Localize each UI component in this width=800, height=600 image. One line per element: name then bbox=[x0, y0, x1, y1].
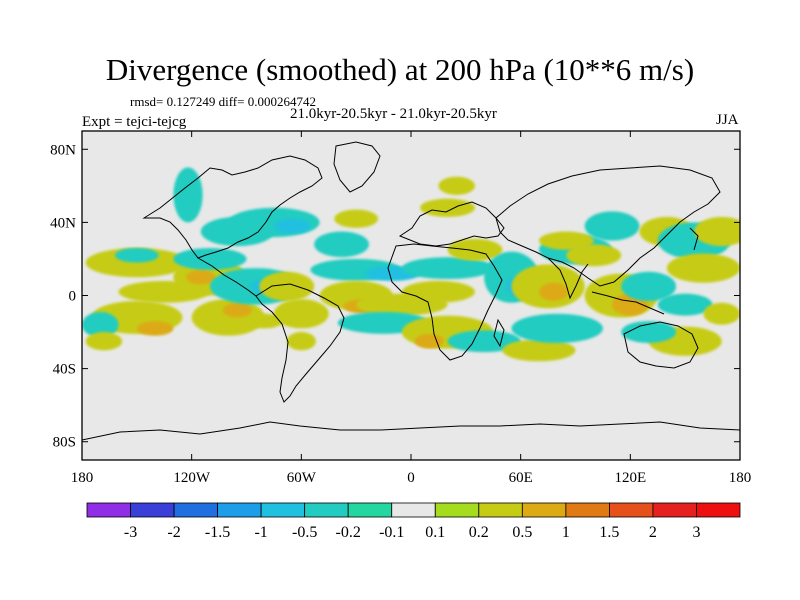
colorbar-swatch bbox=[304, 502, 349, 518]
colorbar-tick-label: -0.5 bbox=[292, 524, 317, 541]
colorbar-tick-label: -1 bbox=[254, 524, 267, 541]
anomaly-33 bbox=[502, 339, 576, 362]
anomaly-4 bbox=[136, 321, 174, 336]
anomaly-22 bbox=[314, 231, 369, 258]
colorbar-swatch bbox=[609, 502, 654, 518]
y-tick-label: 40N bbox=[50, 215, 76, 231]
anomaly-54 bbox=[666, 253, 740, 283]
anomaly-47 bbox=[566, 244, 622, 267]
anomaly-16 bbox=[173, 167, 203, 223]
coastline-australia bbox=[623, 321, 699, 369]
anomaly-layer bbox=[82, 167, 740, 362]
colorbar-tick-label: -0.1 bbox=[379, 524, 404, 541]
anomaly-34 bbox=[401, 257, 494, 280]
colorbar-tick-label: 0.5 bbox=[512, 524, 532, 541]
colorbar-tick-label: -0.2 bbox=[336, 524, 361, 541]
y-tick-label: 80S bbox=[53, 435, 76, 451]
anomaly-23 bbox=[334, 209, 379, 228]
colorbar-swatch bbox=[86, 502, 131, 518]
colorbar-tick-label: 2 bbox=[649, 524, 657, 541]
anomaly-19 bbox=[200, 216, 274, 247]
coastline-madagascar bbox=[493, 318, 505, 348]
coastline-japan bbox=[689, 227, 699, 251]
anomaly-10 bbox=[222, 302, 252, 318]
y-tick-label: 0 bbox=[69, 289, 77, 305]
coastline-north-america bbox=[142, 155, 323, 259]
coastline-central-america bbox=[197, 257, 257, 297]
coastline-indonesia bbox=[591, 291, 665, 315]
colorbar-tick-label: -2 bbox=[167, 524, 180, 541]
anomaly-18 bbox=[273, 218, 311, 234]
anomaly-42 bbox=[538, 282, 569, 301]
x-tick-label: 120E bbox=[614, 470, 646, 486]
colorbar-tick-label: -1.5 bbox=[205, 524, 230, 541]
x-tick-label: 180 bbox=[729, 470, 752, 486]
x-tick-label: 0 bbox=[407, 470, 415, 486]
anomaly-11 bbox=[246, 313, 284, 329]
anomaly-35 bbox=[447, 238, 503, 261]
colorbar-swatch bbox=[565, 502, 610, 518]
anomaly-45 bbox=[538, 231, 594, 250]
anomaly-20 bbox=[259, 271, 315, 301]
x-tick-label: 60W bbox=[287, 470, 317, 486]
coastline-europe bbox=[398, 201, 505, 247]
anomaly-56 bbox=[703, 302, 740, 325]
anomaly-50 bbox=[621, 271, 677, 301]
anomaly-21 bbox=[273, 299, 329, 329]
colorbar-swatch bbox=[173, 502, 218, 518]
anomaly-12 bbox=[286, 332, 316, 351]
colorbar-tick-label: -3 bbox=[124, 524, 137, 541]
colorbar-swatch bbox=[434, 502, 480, 518]
x-tick-label: 180 bbox=[71, 470, 94, 486]
colorbar-swatch bbox=[652, 502, 697, 518]
anomaly-38 bbox=[420, 198, 475, 217]
stats-text: rmsd= 0.127249 diff= 0.000264742 bbox=[130, 94, 316, 109]
anomaly-43 bbox=[511, 313, 603, 344]
colorbar-tick-label: 1 bbox=[562, 524, 570, 541]
coastline-antarctica bbox=[82, 421, 740, 441]
anomaly-8 bbox=[186, 269, 216, 285]
colorbar-tick-label: 1.5 bbox=[599, 524, 619, 541]
coastline-greenland bbox=[333, 141, 381, 193]
colorbar-swatch bbox=[391, 502, 436, 518]
colorbar-swatch bbox=[478, 502, 523, 518]
coastline-south-america bbox=[255, 283, 345, 403]
x-tick-label: 60E bbox=[509, 470, 533, 486]
colorbar-swatch bbox=[217, 502, 262, 518]
anomaly-31 bbox=[414, 333, 444, 349]
anomaly-0 bbox=[85, 247, 189, 278]
y-tick-label: 40S bbox=[53, 362, 76, 378]
colorbar-swatch bbox=[260, 502, 306, 518]
anomaly-53 bbox=[694, 216, 740, 247]
x-tick-label: 120W bbox=[173, 470, 211, 486]
coastline-africa bbox=[387, 243, 503, 361]
coastline-asia bbox=[495, 165, 721, 287]
period-text: 21.0kyr-20.5kyr - 21.0kyr-20.5kyr bbox=[290, 106, 497, 122]
coastlines bbox=[82, 141, 740, 441]
anomaly-58 bbox=[621, 321, 677, 344]
coastline-india bbox=[547, 257, 589, 300]
anomaly-5 bbox=[82, 311, 119, 338]
chart-title: Divergence (smoothed) at 200 hPa (10**6 … bbox=[105, 52, 695, 87]
axes: 80N 40N 0 40S 80S 180 120W 60W 0 60E 120E 180 bbox=[50, 131, 751, 486]
y-tick-label: 80N bbox=[50, 142, 76, 158]
anomaly-15 bbox=[173, 247, 247, 270]
anomaly-55 bbox=[657, 293, 713, 316]
anomaly-6 bbox=[85, 332, 123, 351]
anomaly-1 bbox=[114, 247, 159, 263]
colorbar-swatch bbox=[130, 502, 175, 518]
colorbar: -3 -2 -1.5 -1 -0.5 -0.2 -0.1 0.1 0.2 0.5 1 1.5 2 3 bbox=[86, 502, 741, 541]
colorbar-swatch bbox=[521, 502, 567, 518]
colorbar-tick-label: 0.1 bbox=[425, 524, 445, 541]
anomaly-46 bbox=[584, 211, 640, 241]
experiment-text: Expt = tejci-tejcg bbox=[82, 114, 187, 130]
colorbar-tick-label: 0.2 bbox=[469, 524, 489, 541]
colorbar-swatch bbox=[347, 502, 393, 518]
anomaly-36 bbox=[401, 280, 475, 303]
season-text: JJA bbox=[716, 112, 739, 128]
colorbar-tick-label: 3 bbox=[692, 524, 700, 541]
anomaly-37 bbox=[438, 176, 475, 195]
colorbar-swatch bbox=[696, 502, 741, 518]
